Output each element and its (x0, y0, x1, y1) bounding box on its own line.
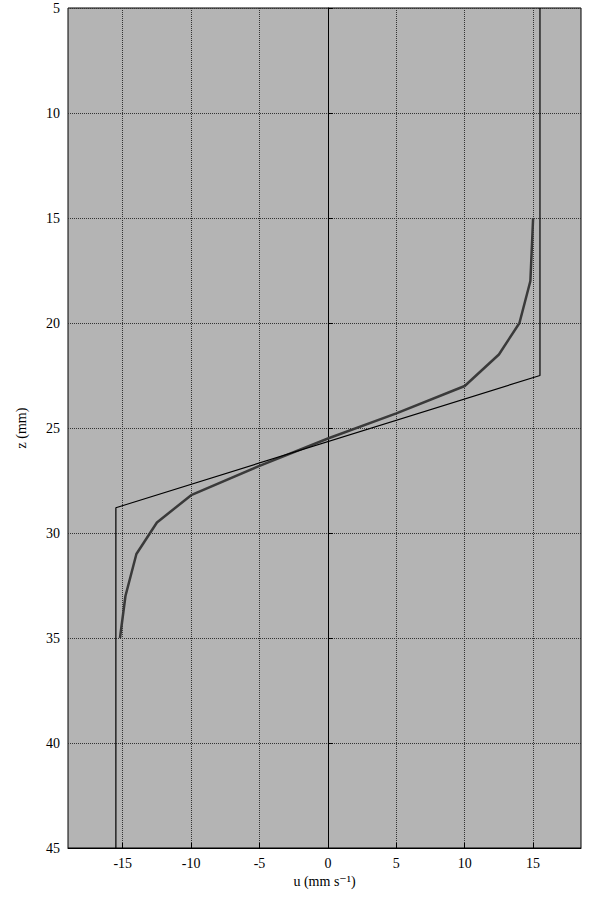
svg-text:10: 10 (458, 856, 472, 871)
svg-text:z (mm): z (mm) (14, 407, 30, 448)
svg-text:5: 5 (393, 856, 400, 871)
svg-text:-15: -15 (113, 856, 132, 871)
svg-text:15: 15 (46, 211, 60, 226)
svg-text:10: 10 (46, 106, 60, 121)
svg-text:35: 35 (46, 631, 60, 646)
svg-text:-10: -10 (182, 856, 201, 871)
svg-text:0: 0 (324, 856, 331, 871)
svg-text:40: 40 (46, 736, 60, 751)
svg-text:45: 45 (46, 841, 60, 856)
svg-text:15: 15 (526, 856, 540, 871)
svg-text:5: 5 (53, 1, 60, 16)
svg-text:25: 25 (46, 421, 60, 436)
svg-text:u (mm s⁻¹): u (mm s⁻¹) (293, 874, 355, 890)
svg-text:30: 30 (46, 526, 60, 541)
svg-text:20: 20 (46, 316, 60, 331)
svg-text:-5: -5 (254, 856, 266, 871)
